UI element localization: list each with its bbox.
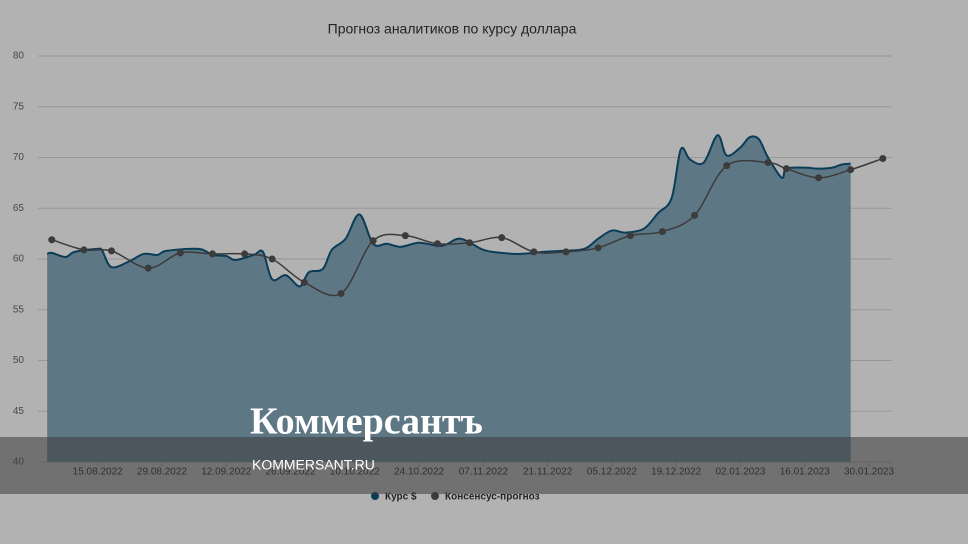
point — [879, 155, 887, 163]
point — [369, 237, 377, 245]
point — [107, 247, 115, 255]
point — [815, 174, 823, 182]
point — [48, 236, 56, 244]
y-tick-label: 70 — [13, 152, 25, 163]
point — [782, 165, 790, 173]
point — [268, 255, 276, 263]
watermark-url: KOMMERSANT.RU — [252, 457, 375, 473]
point — [530, 248, 538, 256]
point — [401, 232, 409, 240]
point — [80, 246, 88, 254]
area — [47, 135, 851, 462]
point — [626, 232, 634, 240]
y-tick-label: 75 — [13, 101, 25, 112]
point — [433, 240, 441, 248]
point — [723, 162, 731, 170]
point — [300, 278, 308, 286]
point — [176, 249, 184, 257]
chart-title: Прогноз аналитиков по курсу доллара — [328, 21, 577, 37]
point — [466, 239, 474, 247]
legend-label: Курс $ — [385, 492, 417, 503]
y-tick-label: 45 — [13, 406, 25, 417]
y-tick-label: 65 — [13, 203, 25, 214]
watermark-logo: Коммерсантъ — [250, 401, 483, 443]
y-tick-label: 80 — [13, 51, 25, 62]
point — [337, 290, 345, 298]
line — [46, 134, 851, 288]
point — [241, 250, 249, 258]
point — [498, 234, 506, 242]
point — [691, 211, 699, 219]
point — [208, 250, 216, 258]
watermark-band — [0, 437, 968, 494]
point — [144, 264, 152, 272]
y-tick-label: 50 — [13, 355, 25, 366]
y-tick-label: 60 — [13, 254, 25, 265]
point — [847, 166, 855, 174]
point — [658, 228, 666, 236]
point — [594, 244, 602, 252]
y-tick-label: 55 — [13, 304, 25, 315]
point — [764, 159, 772, 167]
point — [562, 248, 570, 256]
legend-label: Консенсус-прогноз — [445, 492, 540, 503]
